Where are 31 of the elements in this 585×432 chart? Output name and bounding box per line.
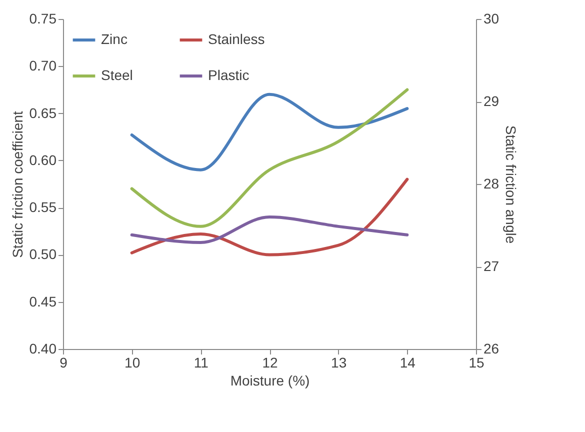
y-tick-label: 0.45 xyxy=(29,293,57,310)
line-series xyxy=(130,216,409,244)
x-tick-label: 10 xyxy=(124,354,140,370)
x-axis-title: Moisture (%) xyxy=(230,372,310,388)
legend-label: Stainless xyxy=(208,31,265,47)
y2-tick-label: 27 xyxy=(484,258,500,274)
y-tick-label: 0.65 xyxy=(29,104,57,121)
line-series xyxy=(130,88,409,228)
y-tick-label: 0.70 xyxy=(29,58,57,74)
y-axis-title: Static friction coefficient xyxy=(9,110,26,258)
x-tick-label: 12 xyxy=(262,354,278,370)
y-tick-label: 0.60 xyxy=(29,152,57,168)
legend-label: Zinc xyxy=(101,31,128,47)
y2-tick-label: 28 xyxy=(484,176,500,192)
y-tick-label: 0.50 xyxy=(29,246,57,262)
y2-tick-label: 26 xyxy=(484,340,500,356)
x-tick-label: 11 xyxy=(194,354,209,370)
x-tick-label: 14 xyxy=(400,354,416,370)
x-tick-label: 9 xyxy=(60,354,68,370)
x-tick-label: 13 xyxy=(331,354,347,370)
y2-tick-label: 29 xyxy=(484,93,500,109)
y2-tick-label: 30 xyxy=(484,10,500,26)
y2-axis-title: Static friction angle xyxy=(503,125,520,244)
x-tick-label: 15 xyxy=(468,354,484,370)
legend-label: Steel xyxy=(101,67,133,83)
y-tick-label: 0.75 xyxy=(29,10,57,26)
line-series xyxy=(130,92,409,172)
y-tick-label: 0.40 xyxy=(29,340,57,356)
y-tick-label: 0.55 xyxy=(29,199,57,216)
legend-label: Plastic xyxy=(208,67,250,83)
line-series xyxy=(130,178,409,256)
